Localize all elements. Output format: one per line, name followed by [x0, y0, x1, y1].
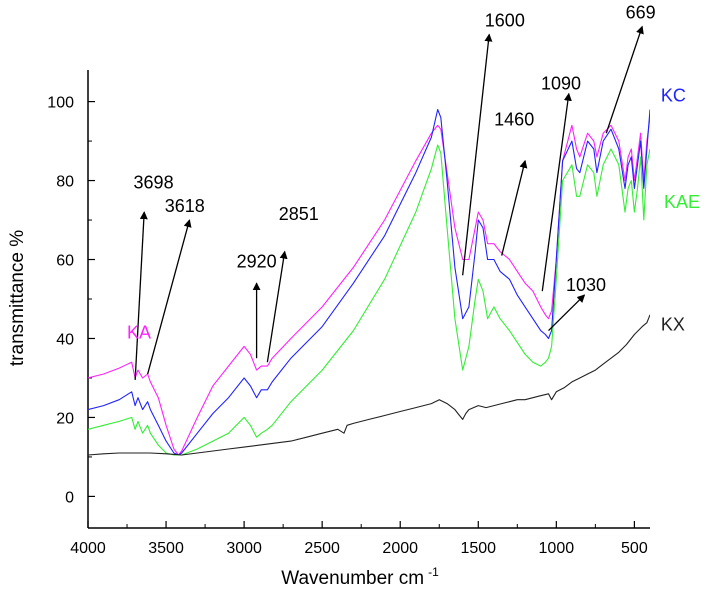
annotation-label-1600: 1600	[485, 11, 525, 31]
annotation-arrow-669	[605, 25, 644, 134]
x-tick-label: 2500	[304, 540, 340, 557]
series-layer	[88, 108, 650, 456]
annotation-arrow-2851	[266, 250, 288, 363]
axes: 0 20 40 60 80 100 4000 3500 3000 2500 2000 1500 1000…	[47, 70, 650, 557]
series-label-ka: KA	[127, 322, 151, 342]
x-axis-title-superscript: -1	[428, 565, 439, 579]
x-tick-label: 500	[621, 540, 648, 557]
x-tick-label: 2000	[382, 540, 418, 557]
series-line-kc	[88, 108, 650, 456]
x-tick-label: 3000	[226, 540, 262, 557]
y-tick-label: 60	[56, 253, 74, 270]
annotation-arrow-1600	[462, 33, 493, 276]
annotation-label-3618: 3618	[165, 196, 205, 216]
series-label-kx: KX	[661, 315, 685, 335]
y-tick-label: 100	[47, 95, 74, 112]
series-label-kc: KC	[661, 86, 686, 106]
series-line-ka	[88, 117, 650, 456]
annotation-label-1460: 1460	[494, 109, 534, 129]
series-label-kae: KAE	[664, 192, 700, 212]
annotation-arrow-3618	[147, 219, 192, 375]
annotation-arrow-3698	[134, 211, 148, 380]
annotation-label-669: 669	[626, 3, 656, 23]
annotation-layer: 3698 3618 2920 2851 1600 1460 1090 1030 669	[134, 3, 656, 380]
y-tick-label: 80	[56, 174, 74, 191]
y-tick-label: 0	[65, 489, 74, 506]
y-tick-label: 40	[56, 331, 74, 348]
x-tick-label: 3500	[148, 540, 184, 557]
x-axis-title-text: Wavenumber cm	[281, 568, 424, 589]
annotation-arrow-1030	[548, 294, 586, 332]
x-tick-label: 1000	[539, 540, 575, 557]
x-axis-title: Wavenumber cm -1	[281, 565, 439, 589]
annotation-label-2920: 2920	[237, 251, 277, 271]
annotation-label-2851: 2851	[279, 204, 319, 224]
series-labels: KA KC KAE KX	[127, 86, 700, 343]
y-tick-label: 20	[56, 410, 74, 427]
annotation-label-1090: 1090	[541, 74, 581, 94]
x-tick-label: 1500	[460, 540, 496, 557]
annotation-arrow-1090	[541, 92, 572, 292]
annotation-label-3698: 3698	[134, 172, 174, 192]
series-line-kx	[88, 314, 650, 456]
y-axis-title: transmittance %	[7, 230, 28, 366]
annotation-label-1030: 1030	[566, 275, 606, 295]
x-tick-label: 4000	[70, 540, 106, 557]
annotation-arrow-1460	[501, 159, 528, 256]
